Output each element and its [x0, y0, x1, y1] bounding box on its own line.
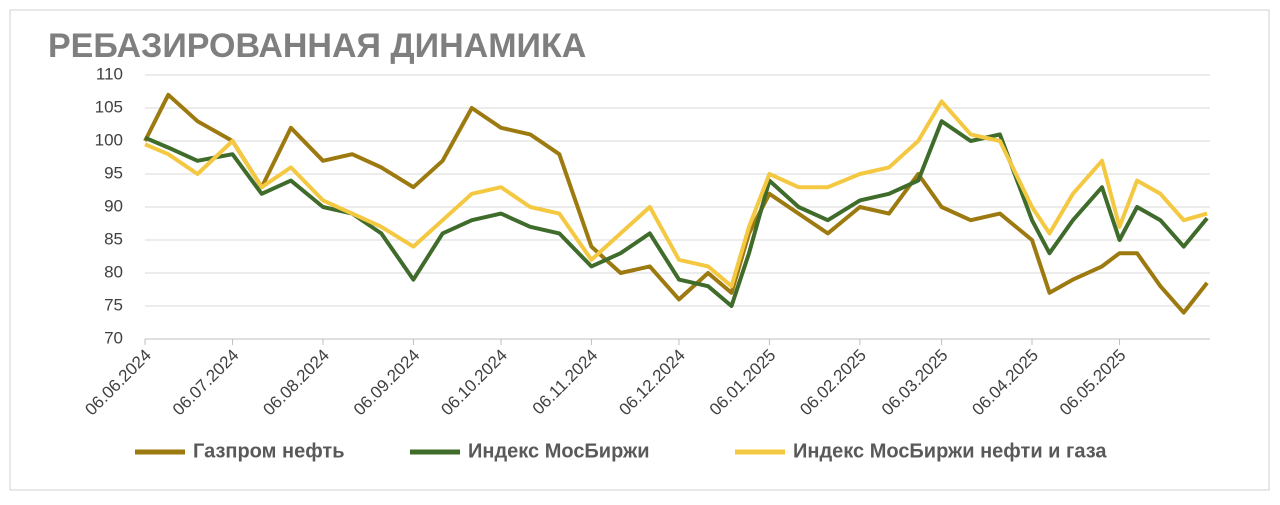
y-tick-label: 100	[95, 130, 123, 149]
legend-label: Газпром нефть	[193, 440, 345, 462]
y-tick-label: 110	[96, 64, 123, 83]
y-tick-label: 75	[104, 295, 123, 314]
y-tick-label: 90	[104, 196, 123, 215]
series-line	[143, 92, 1209, 315]
legend-label: Индекс МосБиржи нефти и газа	[793, 440, 1107, 462]
legend-label: Индекс МосБиржи	[468, 440, 650, 462]
series-line	[144, 99, 1208, 289]
chart-border	[9, 9, 1270, 491]
y-tick-label: 85	[104, 229, 123, 248]
series-line	[144, 119, 1209, 308]
y-tick-label: 105	[95, 97, 123, 116]
y-tick-label: 95	[104, 163, 123, 182]
chart-title: РЕБАЗИРОВАННАЯ ДИНАМИКА	[48, 27, 586, 65]
y-tick-label: 70	[104, 328, 123, 347]
y-tick-label: 80	[104, 262, 123, 281]
